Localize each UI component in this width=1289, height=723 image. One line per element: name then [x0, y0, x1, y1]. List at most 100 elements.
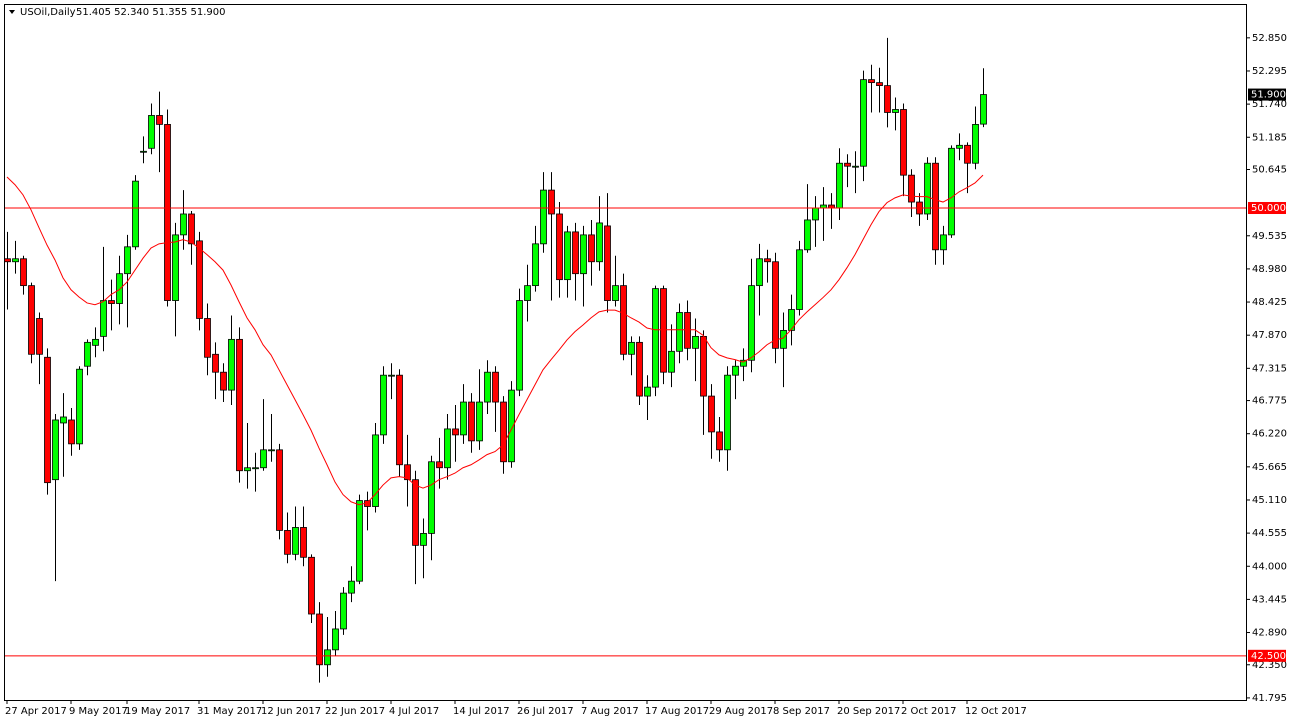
plot-frame [4, 4, 1247, 701]
candle-body [132, 180, 139, 248]
x-tick-label: 12 Oct 2017 [965, 706, 1027, 717]
candle-body [292, 527, 299, 555]
candle-body [972, 124, 979, 164]
menu-arrow[interactable] [9, 10, 15, 14]
last-price-box [1248, 88, 1286, 101]
x-tick-label: 31 May 2017 [197, 706, 262, 717]
candle-body [284, 530, 291, 555]
candle-body [244, 467, 251, 472]
y-tick-label: 50.645 [1252, 164, 1287, 175]
y-tick-label: 44.555 [1252, 528, 1287, 539]
candle-body [740, 359, 747, 367]
candle-body [316, 613, 323, 666]
candle-body [764, 258, 771, 263]
candle-body [516, 300, 523, 391]
candle-body [884, 85, 891, 113]
candle-body [684, 312, 691, 349]
candle-body [796, 249, 803, 310]
y-tick-label: 51.185 [1252, 132, 1287, 143]
candle-body [508, 389, 515, 463]
candle-body [556, 213, 563, 281]
candle-body [628, 341, 635, 355]
candle-body [900, 109, 907, 176]
candle-body [660, 288, 667, 373]
x-tick-label: 2 Oct 2017 [901, 706, 956, 717]
candle-body [844, 162, 851, 167]
x-tick-label: 12 Jun 2017 [261, 706, 321, 717]
candle-body [108, 300, 115, 304]
candle-body [212, 353, 219, 373]
candle-body [268, 449, 275, 452]
candle-body [340, 592, 347, 630]
candle-body [308, 556, 315, 615]
candle-body [12, 258, 19, 263]
candle-body [780, 330, 787, 349]
candle-body [964, 144, 971, 164]
candle-body [44, 356, 51, 484]
candle-body [68, 419, 75, 445]
candle-body [676, 312, 683, 352]
candle-body [396, 374, 403, 466]
candle-body [404, 464, 411, 481]
candle-body [892, 109, 899, 113]
y-tick-label: 49.535 [1252, 231, 1287, 242]
candle-body [588, 234, 595, 263]
candle-body [484, 371, 491, 403]
candle-body [580, 234, 587, 275]
candle-body [444, 428, 451, 469]
candle-body [956, 144, 963, 149]
candle-body [948, 147, 955, 236]
price-label-box [1248, 649, 1286, 662]
candle-body [348, 580, 355, 594]
candle-body [476, 401, 483, 442]
candle-body [236, 338, 243, 472]
candle-body [732, 365, 739, 376]
candle-body [644, 386, 651, 397]
y-tick-label: 42.890 [1252, 628, 1287, 639]
candle-body [36, 318, 43, 355]
y-tick-label: 41.795 [1252, 693, 1287, 704]
candle-body [924, 162, 931, 215]
candle-body [76, 368, 83, 445]
candle-body [52, 419, 59, 481]
x-tick-label: 20 Sep 2017 [837, 706, 900, 717]
candle-body [804, 219, 811, 251]
candle-body [748, 285, 755, 361]
y-tick-label: 45.110 [1252, 495, 1287, 506]
candle-body [196, 240, 203, 319]
candle-body [540, 189, 547, 245]
candle-body [276, 449, 283, 531]
y-tick-label: 45.665 [1252, 462, 1287, 473]
candle-body [324, 649, 331, 666]
y-tick-label: 48.980 [1252, 264, 1287, 275]
candle-body [20, 258, 27, 287]
x-tick-label: 29 Aug 2017 [709, 706, 773, 717]
y-tick-label: 42.350 [1252, 660, 1287, 671]
quote: 51.405 52.340 51.355 51.900 [76, 7, 226, 18]
x-tick-label: 14 Jul 2017 [453, 706, 510, 717]
y-tick-label: 52.295 [1252, 66, 1287, 77]
candle-body [124, 246, 131, 275]
price-label: 42.500 [1251, 651, 1286, 662]
candle-body [636, 341, 643, 397]
candle-body [836, 162, 843, 209]
x-tick-label: 17 Aug 2017 [645, 706, 709, 717]
candle-body [372, 434, 379, 507]
x-tick-label: 7 Aug 2017 [581, 706, 639, 717]
price-label: 50.000 [1251, 203, 1286, 214]
candle-body [332, 628, 339, 651]
candle-body [428, 461, 435, 534]
y-tick-label: 48.425 [1252, 297, 1287, 308]
x-tick-label: 27 Apr 2017 [5, 706, 67, 717]
candle-body [812, 207, 819, 221]
candle-body [756, 258, 763, 287]
y-tick-label: 46.775 [1252, 396, 1287, 407]
x-tick-label: 8 Sep 2017 [773, 706, 830, 717]
candle-body [788, 309, 795, 331]
candle-body [652, 288, 659, 388]
candle-body [596, 222, 603, 263]
candle-body [420, 533, 427, 546]
candle-body [148, 115, 155, 149]
